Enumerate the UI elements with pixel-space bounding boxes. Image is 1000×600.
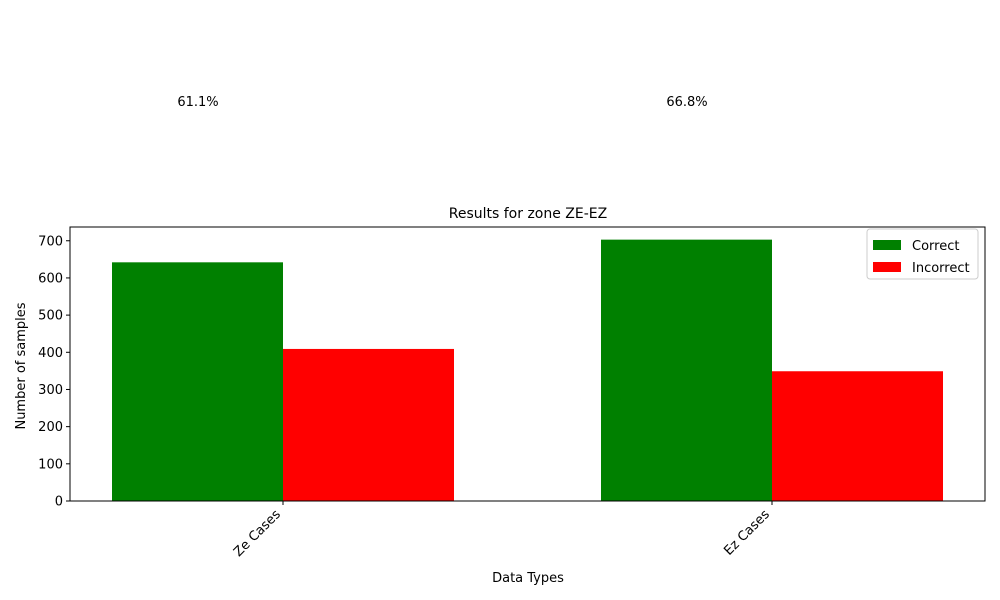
bars-group — [112, 239, 943, 501]
accuracy-annotation: 61.1% — [177, 95, 218, 110]
accuracy-annotation: 66.8% — [666, 95, 707, 110]
x-tick-label: Ez Cases — [721, 507, 773, 559]
y-tick-label: 0 — [55, 495, 63, 510]
legend-swatch-correct — [873, 240, 901, 250]
x-axis-label: Data Types — [492, 571, 564, 586]
axes-group — [69, 226, 986, 502]
plot-frame — [69, 226, 986, 502]
y-tick-label: 700 — [38, 234, 63, 249]
y-tick-label: 400 — [38, 346, 63, 361]
chart-title: Results for zone ZE-EZ — [449, 206, 607, 222]
bar-incorrect-ez-cases — [772, 371, 943, 501]
legend-swatch-incorrect — [873, 262, 901, 272]
y-tick-label: 600 — [38, 271, 63, 286]
y-tick-label: 500 — [38, 309, 63, 324]
x-tick-label: Ze Cases — [231, 507, 284, 560]
bar-incorrect-ze-cases — [283, 348, 454, 501]
legend-label-correct: Correct — [912, 239, 959, 254]
annotations-group: 61.1% 66.8% — [177, 95, 707, 110]
y-tick-label: 200 — [38, 420, 63, 435]
y-tick-label: 300 — [38, 383, 63, 398]
y-axis-label: Number of samples — [14, 302, 29, 429]
legend-label-incorrect: Incorrect — [912, 261, 970, 276]
legend: Correct Incorrect — [866, 228, 979, 280]
bar-correct-ez-cases — [601, 239, 772, 501]
bar-correct-ze-cases — [112, 262, 283, 501]
y-tick-label: 100 — [38, 457, 63, 472]
